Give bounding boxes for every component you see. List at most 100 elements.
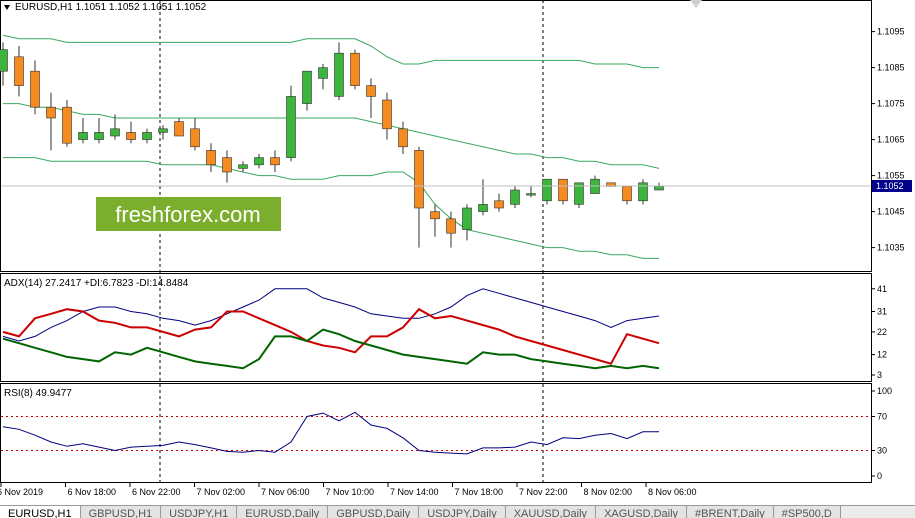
collapse-arrow-icon[interactable] — [4, 5, 10, 10]
candle-body — [558, 178, 568, 202]
candle-body — [382, 99, 392, 130]
chart-tab[interactable]: XAGUSD,Daily — [596, 506, 688, 518]
rsi-tick-label: 100 — [877, 386, 892, 396]
rsi-series-line — [2, 411, 659, 455]
candle-body — [238, 164, 248, 169]
price-tick-label: 1.1095 — [877, 27, 905, 37]
chart-tab[interactable]: EURUSD,Daily — [237, 506, 329, 518]
rsi-axis: 100 70 30 0 — [871, 386, 892, 481]
time-tick-label: 8 Nov 06:00 — [648, 487, 697, 497]
time-tick-label: 7 Nov 14:00 — [390, 487, 439, 497]
candle-body — [318, 67, 328, 79]
candle-body — [78, 132, 88, 140]
candle-body — [654, 186, 664, 191]
time-tick-label: 8 Nov 02:00 — [584, 487, 633, 497]
candle-body — [622, 186, 632, 202]
adx-tick-label: 22 — [877, 327, 887, 337]
chart-tab[interactable]: EURUSD,H1 — [0, 506, 81, 518]
watermark-text: freshforex.com — [115, 202, 261, 227]
candle-body — [46, 106, 56, 119]
band-middle-line — [3, 103, 660, 169]
chart-tab[interactable]: GBPUSD,H1 — [80, 506, 162, 518]
candle-body — [462, 207, 472, 230]
candle-body — [446, 218, 456, 234]
chart-tabs: EURUSD,H1 GBPUSD,H1 USDJPY,H1 EURUSD,Daily G… — [0, 505, 915, 518]
candle-body — [366, 85, 376, 97]
candle-body — [190, 128, 200, 148]
candle-body — [638, 182, 648, 202]
rsi-tick-label: 70 — [877, 412, 887, 422]
candle-body — [158, 128, 168, 133]
minus-di-line — [2, 328, 660, 370]
candle-body — [478, 204, 488, 212]
chart-tab[interactable]: USDJPY,Daily — [419, 506, 506, 518]
price-tick-label: 1.1065 — [877, 135, 905, 145]
rsi-label: RSI(8) 49.9477 — [4, 388, 72, 399]
rsi-line — [1, 411, 871, 455]
candle-body — [574, 182, 584, 205]
candle-body — [254, 157, 264, 166]
time-tick-label: 6 Nov 22:00 — [132, 487, 181, 497]
candle-body — [222, 157, 232, 173]
price-tick-label: 1.1045 — [877, 207, 905, 217]
time-tick-label: 6 Nov 18:00 — [68, 487, 117, 497]
chart-tab[interactable]: XAUUSD,Daily — [505, 506, 597, 518]
time-axis: 6 Nov 2019 6 Nov 18:00 6 Nov 22:00 7 Nov 02… — [0, 483, 697, 497]
one-click-trading-arrow-icon[interactable] — [690, 0, 702, 8]
candle-body — [30, 70, 40, 108]
candle-body — [270, 157, 280, 166]
time-tick-label: 7 Nov 06:00 — [261, 487, 310, 497]
price-tick-label: 1.1085 — [877, 63, 905, 73]
current-price-label: 1.1052 — [876, 181, 904, 191]
plus-di-line — [2, 307, 660, 365]
candle-body — [542, 178, 552, 202]
candle-body — [174, 121, 184, 137]
candle-body — [286, 96, 296, 158]
candle-body — [206, 150, 216, 166]
price-tick-label: 1.1035 — [877, 243, 905, 253]
rsi-tick-label: 0 — [877, 471, 882, 481]
candle-body — [430, 211, 440, 220]
adx-tick-label: 41 — [877, 284, 887, 294]
candle-body — [14, 56, 24, 86]
price-tick-label: 1.1055 — [877, 171, 905, 181]
candle-body — [494, 200, 504, 209]
bollinger-bands — [2, 34, 660, 259]
time-tick-label: 7 Nov 18:00 — [455, 487, 504, 497]
candle-body — [414, 150, 424, 209]
candle-body — [526, 193, 536, 196]
rsi-tick-label: 30 — [877, 446, 887, 456]
adx-axis: 41 31 22 12 3 — [871, 284, 887, 380]
adx-tick-label: 3 — [877, 370, 882, 380]
time-tick-label: 7 Nov 10:00 — [326, 487, 375, 497]
candle-body — [110, 128, 120, 137]
rsi-pane[interactable] — [0, 383, 872, 483]
candle-body — [94, 132, 104, 140]
candle-body — [302, 70, 312, 104]
candle-body — [0, 49, 8, 72]
time-tick-label: 7 Nov 02:00 — [197, 487, 246, 497]
candle-body — [398, 128, 408, 148]
chart-tab[interactable]: #SP500,D — [773, 506, 841, 518]
chart-tab[interactable]: #BRENT,Daily — [687, 506, 774, 518]
chart-header: EURUSD,H1 1.1051 1.1052 1.1051 1.1052 — [15, 2, 207, 13]
current-price-badge — [872, 180, 912, 192]
adx-lines — [2, 288, 660, 370]
watermark-badge — [96, 197, 281, 231]
adx-tick-label: 12 — [877, 350, 887, 360]
time-tick-label: 7 Nov 22:00 — [519, 487, 568, 497]
candle-body — [142, 132, 152, 140]
band-upper-line — [2, 34, 659, 69]
chart-tab[interactable]: USDJPY,H1 — [161, 506, 238, 518]
adx-label: ADX(14) 27.2417 +DI:6.7823 -DI:14.8484 — [4, 278, 189, 289]
price-tick-label: 1.1075 — [877, 99, 905, 109]
adx-tick-label: 31 — [877, 306, 887, 316]
adx-line — [2, 288, 660, 342]
price-axis: 1.1095 1.1085 1.1075 1.1065 1.1055 1.1045 1.10… — [871, 27, 905, 253]
candle-body — [62, 106, 72, 144]
time-tick-label: 6 Nov 2019 — [0, 487, 43, 497]
chart-tab[interactable]: GBPUSD,Daily — [328, 506, 420, 518]
candle-body — [510, 189, 520, 205]
candle-body — [350, 52, 360, 86]
